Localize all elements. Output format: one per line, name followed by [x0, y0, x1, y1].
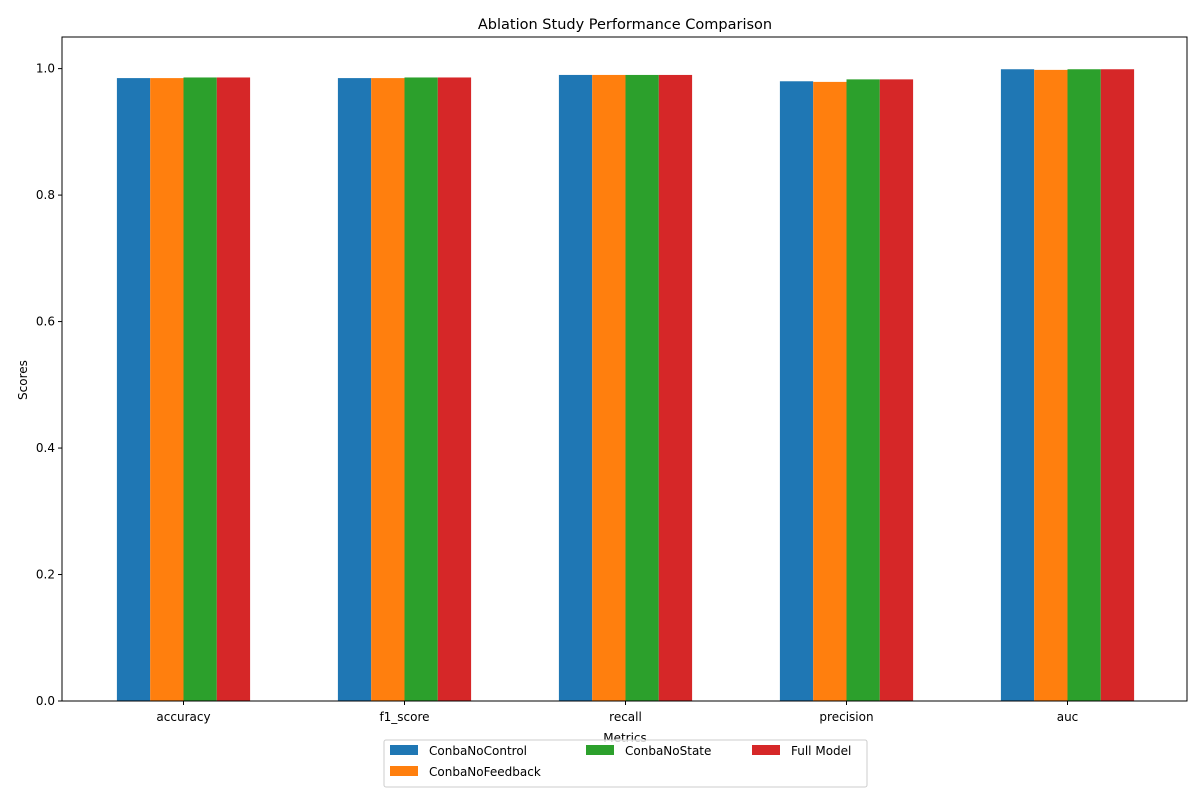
legend-label-conbanostate: ConbaNoState — [625, 744, 711, 758]
bar-conbanocontrol-accuracy — [116, 78, 151, 702]
bars-layer — [116, 69, 1135, 702]
chart-title: Ablation Study Performance Comparison — [478, 17, 772, 33]
bar-full-model-precision — [879, 79, 914, 702]
legend-swatch-conbanocontrol — [390, 745, 418, 755]
plot-frame — [61, 36, 1188, 702]
bar-full-model-accuracy — [216, 77, 251, 702]
y-tick-label: 0.8 — [36, 188, 55, 202]
legend-swatch-conbanostate — [586, 745, 614, 755]
bar-conbanocontrol-recall — [558, 74, 593, 701]
y-tick-label: 0.6 — [36, 315, 55, 329]
bar-conbanofeedback-f1_score — [371, 78, 405, 702]
bar-full-model-auc — [1100, 69, 1135, 701]
legend-label-full-model: Full Model — [791, 744, 851, 758]
x-tick-label-accuracy: accuracy — [156, 710, 210, 724]
bar-conbanofeedback-precision — [813, 81, 847, 701]
bar-conbanostate-recall — [625, 74, 659, 701]
bar-conbanostate-accuracy — [183, 77, 217, 702]
legend-label-conbanofeedback: ConbaNoFeedback — [429, 765, 541, 779]
bar-conbanocontrol-auc — [1000, 69, 1035, 701]
y-tick-label: 0.0 — [36, 694, 55, 708]
legend-swatch-full-model — [752, 745, 780, 755]
legend-label-conbanocontrol: ConbaNoControl — [429, 744, 527, 758]
bar-conbanostate-precision — [846, 79, 880, 702]
axes-layer: 0.0 0.2 0.4 0.6 0.8 1.0 accuracy f1_score recall… — [36, 36, 1188, 724]
x-tick-label-precision: precision — [819, 710, 873, 724]
legend-swatch-conbanofeedback — [390, 766, 418, 776]
x-tick-label-recall: recall — [609, 710, 642, 724]
bar-full-model-f1_score — [437, 77, 472, 702]
bar-conbanocontrol-precision — [779, 81, 814, 701]
legend-box — [383, 739, 868, 788]
y-axis-label: Scores — [16, 360, 30, 400]
bar-conbanocontrol-f1_score — [337, 78, 372, 702]
legend: ConbaNoControl ConbaNoFeedback ConbaNoStat… — [383, 739, 868, 788]
bar-conbanostate-f1_score — [404, 77, 438, 702]
y-tick-label: 1.0 — [36, 62, 55, 76]
bar-conbanofeedback-accuracy — [150, 78, 184, 702]
bar-full-model-recall — [658, 74, 693, 701]
y-tick-label: 0.2 — [36, 568, 55, 582]
x-tick-label-f1_score: f1_score — [379, 710, 429, 724]
bar-conbanofeedback-recall — [592, 74, 626, 701]
bar-conbanostate-auc — [1067, 69, 1101, 701]
y-tick-label: 0.4 — [36, 441, 55, 455]
bar-conbanofeedback-auc — [1034, 69, 1068, 701]
x-tick-label-auc: auc — [1057, 710, 1079, 724]
